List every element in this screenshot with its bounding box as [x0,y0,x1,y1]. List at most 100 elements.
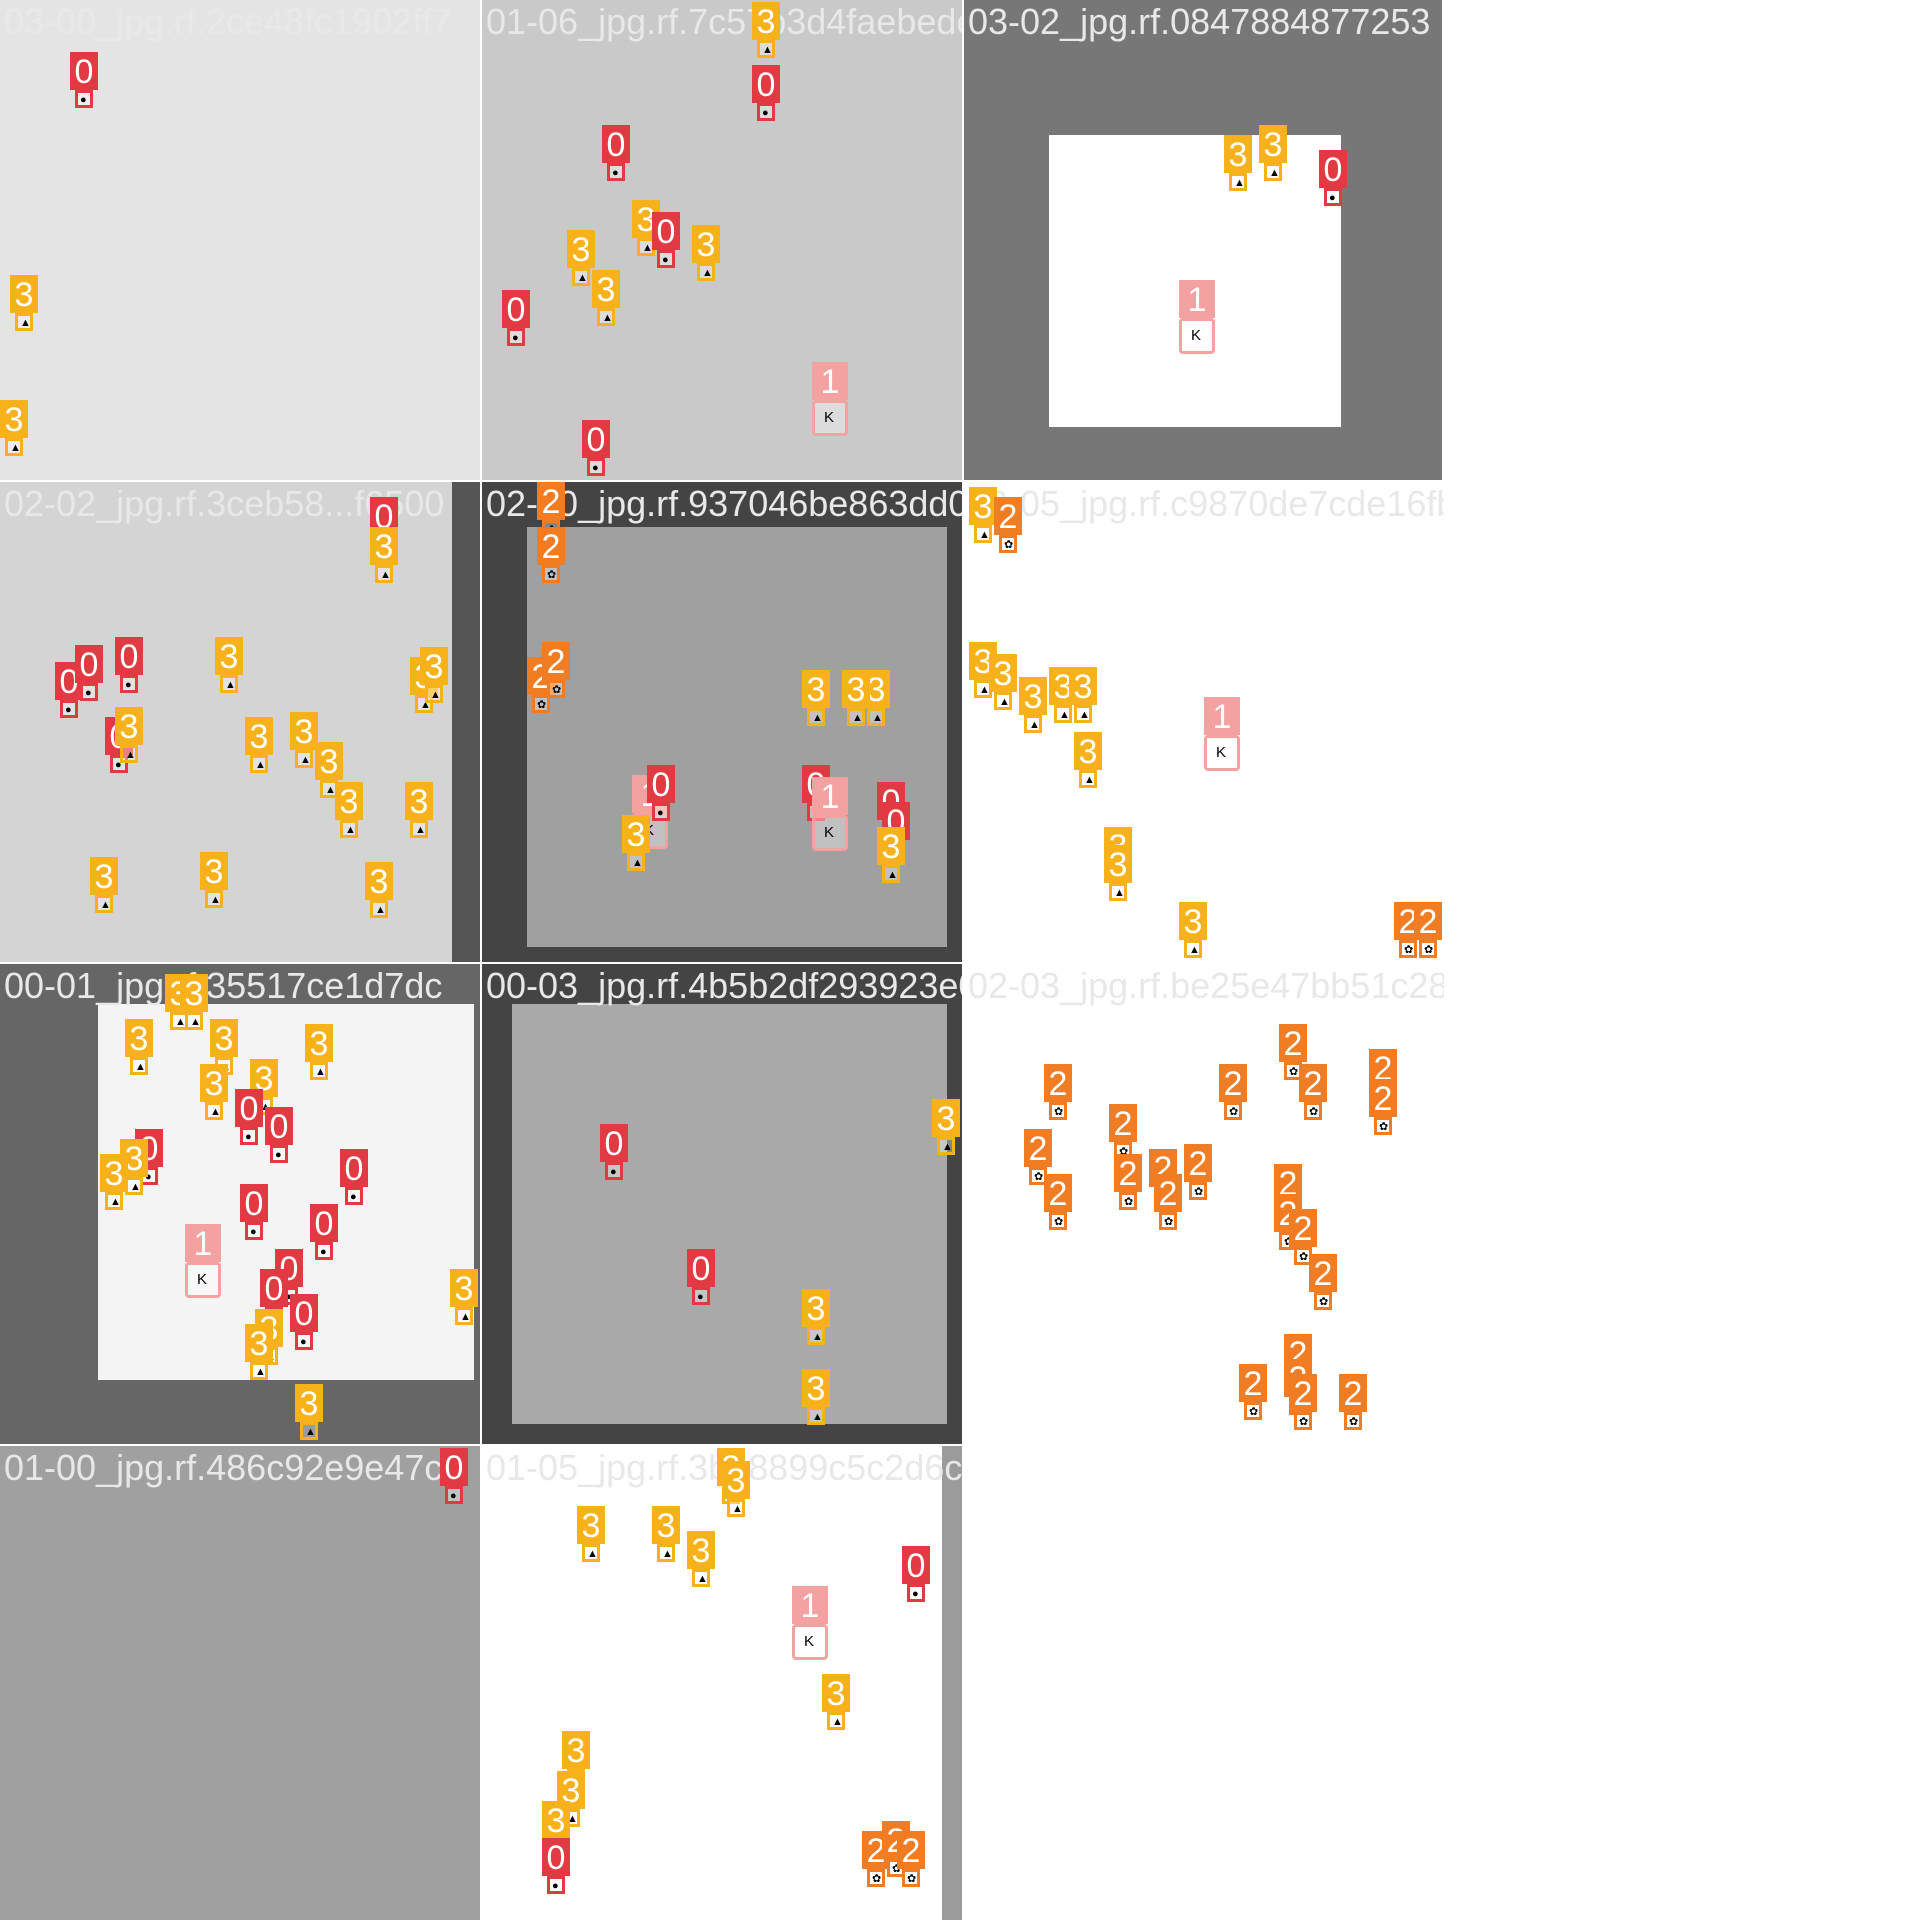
detection-class-label: 3 [245,717,273,755]
detection-class-label: 2 [1289,1374,1317,1412]
detection-class-label: 0 [752,65,780,103]
detection-marker-class-2: 2✿ [994,497,1022,553]
detection-bounding-box: ✿ [1419,940,1437,958]
detection-class-label: 3 [1019,677,1047,715]
detection-class-label: 3 [450,1269,478,1307]
detection-marker-class-2: 2✿ [1219,1064,1247,1120]
image-tile: 03-00_jpg.rf.2ce48fc1902ff7 0 ● 3 ▲ 3 ▲ [0,0,480,480]
detection-bounding-box: ▲ [455,1307,473,1325]
triangle-icon: ▲ [702,267,713,279]
detection-bounding-box: ▲ [310,1062,328,1080]
detection-bounding-box: ▲ [807,1407,825,1425]
detection-bounding-box: ✿ [1399,940,1417,958]
detection-class-label: 3 [969,487,997,525]
image-tile: 02-00_jpg.rf.937046be863dd032✿2✿2✿2✿3▲3▲… [482,482,962,962]
detection-marker-class-3: 3▲ [10,275,38,331]
detection-class-label: 2 [1219,1064,1247,1102]
detection-bounding-box: ▲ [15,313,33,331]
detection-class-label: 2 [1024,1129,1052,1167]
detection-marker-class-0: 0● [502,290,530,346]
triangle-icon: ▲ [325,784,336,796]
circle-icon: ● [592,462,599,474]
detection-bounding-box: ✿ [1374,1117,1392,1135]
detection-bounding-box: ● [445,1486,463,1504]
triangle-icon: ▲ [602,312,613,324]
circle-icon: ● [285,1291,292,1303]
detection-bounding-box: ▲ [582,1544,600,1562]
triangle-icon: ▲ [20,317,31,329]
detection-marker-class-0: 0● [542,1838,570,1894]
detection-class-label: 2 [897,1831,925,1869]
detection-class-label: 3 [10,275,38,313]
triangle-icon: ▲ [999,696,1010,708]
detection-bounding-box: ▲ [340,820,358,838]
detection-marker-class-3: 3▲ [969,642,997,698]
K-icon: K [197,1271,208,1288]
detection-bounding-box: ▲ [692,1569,710,1587]
triangle-icon: ▲ [979,529,990,541]
detection-bounding-box: ● [657,250,675,268]
detection-bounding-box: ● [1324,188,1342,206]
detection-marker-class-3: 3▲ [802,1369,830,1425]
detection-marker-class-2: 2✿ [1114,1154,1142,1210]
detection-class-label: 3 [200,852,228,890]
detection-bounding-box: ▲ [867,708,885,726]
flower-icon: ✿ [547,569,557,581]
detection-bounding-box: ● [240,1127,258,1145]
flower-icon: ✿ [1349,1416,1359,1428]
detection-bounding-box: ✿ [1244,1402,1262,1420]
detection-class-label: 3 [592,270,620,308]
detection-bounding-box: ✿ [1344,1412,1362,1430]
detection-marker-class-2: 2✿ [1369,1079,1397,1135]
detection-bounding-box: K [1204,735,1240,771]
detection-marker-class-2: 2✿ [1309,1254,1337,1310]
detection-marker-class-3: 3▲ [0,400,28,456]
triangle-icon: ▲ [642,242,653,254]
tile-filename-label: 03-00_jpg.rf.2ce48fc1902ff7 [4,1,452,42]
flower-icon: ✿ [907,1873,917,1885]
detection-class-label: 0 [115,637,143,675]
image-tile: 01-05_jpg.rf.3b48899c5c2d6c92056fd74f3▲3… [482,1446,962,1920]
triangle-icon: ▲ [812,712,823,724]
tile-filename-label: 03-02_jpg.rf.0847884877253 2f1e73aa0d666… [968,1,1442,42]
detection-bounding-box: ▲ [410,820,428,838]
detection-class-label: 0 [502,290,530,328]
image-inner-panel [98,1004,474,1380]
triangle-icon: ▲ [415,824,426,836]
tile-filename-label: 01-00_jpg.rf.486c92e9e47c [4,1447,443,1488]
triangle-icon: ▲ [130,1181,141,1193]
detection-marker-class-3: 3▲ [687,1531,715,1587]
detection-class-label: 3 [542,1801,570,1839]
detection-class-label: 1 [1179,280,1215,318]
triangle-icon: ▲ [135,1061,146,1073]
detection-bounding-box: ▲ [205,890,223,908]
detection-marker-class-2: 2✿ [1109,1104,1137,1160]
detection-bounding-box: ✿ [1314,1292,1332,1310]
detection-bounding-box: ▲ [597,308,615,326]
detection-bounding-box: ▲ [5,438,23,456]
detection-marker-class-3: 3▲ [305,1024,333,1080]
detection-class-label: 2 [1339,1374,1367,1412]
detection-bounding-box: ● [60,700,78,718]
detection-marker-class-3: 3▲ [290,712,318,768]
triangle-icon: ▲ [1269,167,1280,179]
detection-marker-class-0: 0● [240,1184,268,1240]
detection-marker-class-0: 0● [290,1294,318,1350]
triangle-icon: ▲ [979,684,990,696]
detection-marker-class-3: 3▲ [365,862,393,918]
detection-bounding-box: ▲ [727,1499,745,1517]
detection-class-label: 3 [200,1064,228,1102]
circle-icon: ● [662,254,669,266]
detection-class-label: 0 [240,1184,268,1222]
detection-class-label: 0 [652,212,680,250]
tile-filename-label: 02-00_jpg.rf.937046be863dd03 [486,483,962,524]
detection-marker-class-3: 3▲ [567,230,595,286]
triangle-icon: ▲ [632,857,643,869]
triangle-icon: ▲ [210,894,221,906]
detection-marker-class-3: 3▲ [822,1674,850,1730]
detection-class-label: 0 [310,1204,338,1242]
flower-icon: ✿ [537,699,547,711]
detection-class-label: 3 [405,782,433,820]
detection-marker-class-0: 0● [1319,150,1347,206]
